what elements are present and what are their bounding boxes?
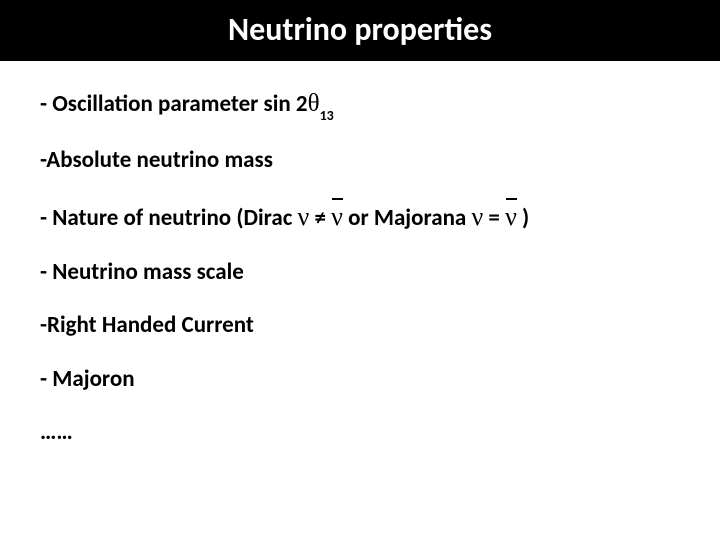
symbol-nubar-2: ν	[505, 201, 517, 232]
symbol-nu-1: ν	[298, 202, 310, 231]
symbol-nu-2: ν	[471, 202, 483, 231]
slide-body: - Oscillation parameter sin 2θ13 -Absolu…	[0, 61, 720, 447]
bullet-right-handed-current: -Right Handed Current	[40, 312, 680, 340]
bullet-majoron: - Majoron	[40, 366, 680, 394]
bullet-nature-of-neutrino: - Nature of neutrino (Dirac ν ≠ ν or Maj…	[40, 201, 680, 233]
bullet-oscillation-parameter: - Oscillation parameter sin 2θ13	[40, 89, 680, 121]
bullet-absolute-mass: -Absolute neutrino mass	[40, 147, 680, 175]
text-nature-prefix: - Nature of neutrino (Dirac	[40, 204, 298, 232]
subscript-13: 13	[320, 107, 334, 124]
bullet-mass-scale: - Neutrino mass scale	[40, 259, 680, 287]
text-close-paren: )	[517, 204, 529, 232]
symbol-not-equal: ≠	[309, 204, 331, 232]
symbol-theta: θ	[308, 90, 320, 117]
symbol-equal: =	[483, 204, 505, 232]
bullet-ellipsis: ……	[40, 419, 680, 447]
text-or-majorana: or Majorana	[343, 204, 472, 232]
symbol-nubar-1: ν	[331, 201, 343, 232]
slide-title: Neutrino properties	[0, 0, 720, 61]
text-oscillation-prefix: - Oscillation parameter sin 2	[40, 90, 308, 118]
